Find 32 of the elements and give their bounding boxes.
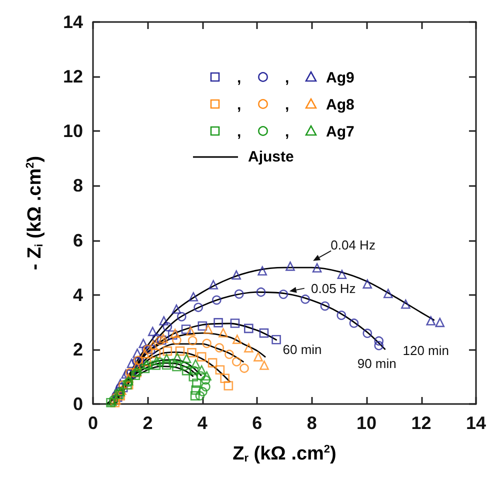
legend-label: , (237, 96, 242, 114)
legend-label: Ag7 (326, 124, 354, 140)
y-tick-label: 14 (62, 12, 83, 32)
annotation: 0.05 Hz (310, 280, 356, 296)
x-tick-label: 8 (306, 413, 317, 433)
x-tick-label: 2 (142, 413, 153, 433)
legend-label: , (237, 124, 242, 140)
legend-label: , (285, 124, 290, 140)
annotation: 60 min (282, 342, 322, 358)
legend-label: , (285, 70, 290, 86)
y-tick-label: 8 (72, 176, 83, 196)
y-tick-label: 6 (72, 230, 83, 250)
legend-label: Ag8 (326, 96, 354, 114)
legend-label: Ag9 (326, 70, 354, 86)
y-tick-label: 0 (72, 394, 83, 414)
x-tick-label: 14 (466, 413, 486, 433)
legend-label: , (237, 70, 242, 86)
legend-label: Ajuste (248, 148, 294, 166)
legend-label: , (285, 96, 290, 114)
x-tick-label: 10 (356, 413, 377, 433)
x-tick-label: 12 (411, 413, 432, 433)
annotation: 0.04 Hz (330, 237, 376, 252)
y-tick-label: 2 (72, 339, 83, 360)
y-tick-label: 4 (72, 284, 83, 305)
annotation: 90 min (357, 356, 396, 372)
x-tick-label: 4 (197, 413, 208, 433)
y-tick-label: 10 (62, 121, 83, 142)
y-axis-title: - Zi (kΩ .cm2) (24, 156, 46, 270)
x-tick-label: 0 (88, 413, 98, 433)
y-tick-label: 12 (62, 66, 83, 87)
x-tick-label: 6 (252, 413, 262, 433)
annotation: 120 min (402, 342, 450, 358)
